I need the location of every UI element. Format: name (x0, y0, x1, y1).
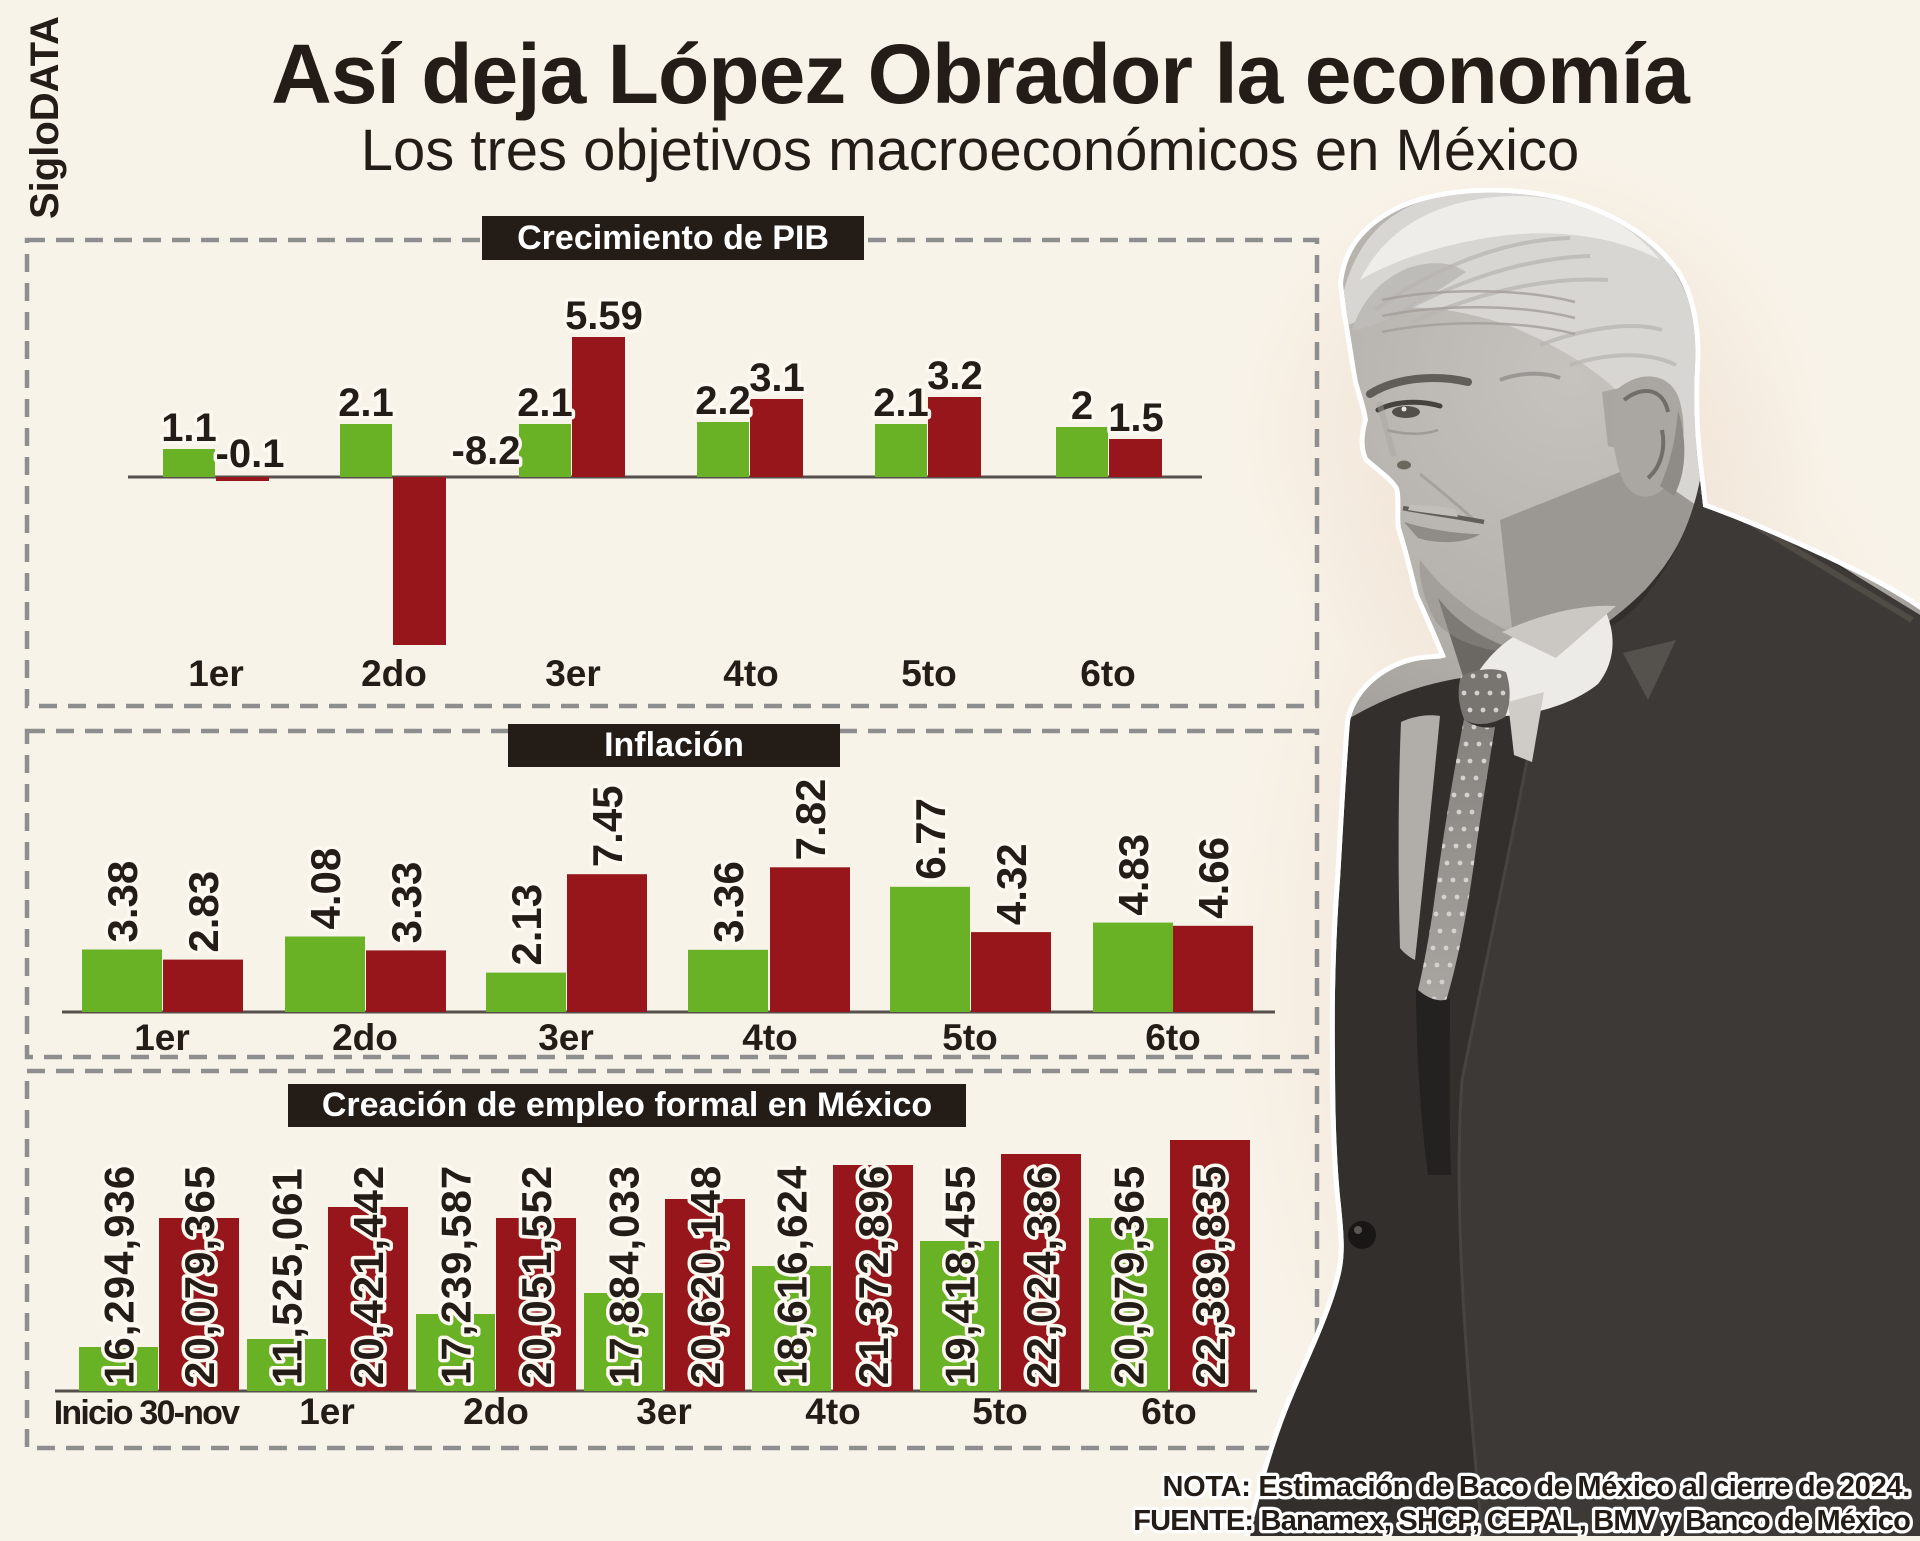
svg-text:22,024,386: 22,024,386 (1018, 1165, 1065, 1385)
svg-text:3er: 3er (636, 1391, 692, 1432)
svg-text:3.1: 3.1 (749, 356, 805, 400)
svg-text:3er: 3er (545, 653, 601, 694)
svg-text:1.5: 1.5 (1108, 396, 1164, 440)
svg-text:5.59: 5.59 (565, 294, 643, 338)
svg-text:11,525,061: 11,525,061 (264, 1167, 311, 1385)
svg-text:22,389,835: 22,389,835 (1187, 1165, 1234, 1385)
svg-text:2.13: 2.13 (503, 884, 550, 966)
svg-text:4to: 4to (723, 653, 779, 694)
svg-text:20,079,365: 20,079,365 (176, 1165, 223, 1385)
svg-text:21,372,896: 21,372,896 (850, 1165, 897, 1385)
svg-text:2do: 2do (332, 1017, 398, 1058)
svg-text:6to: 6to (1141, 1391, 1197, 1432)
svg-text:-0.1: -0.1 (216, 432, 285, 476)
svg-text:6.77: 6.77 (907, 798, 954, 880)
svg-text:1er: 1er (134, 1017, 190, 1058)
svg-text:7.45: 7.45 (584, 785, 631, 867)
svg-text:SigloDATA: SigloDATA (23, 16, 67, 219)
svg-text:20,051,552: 20,051,552 (513, 1165, 560, 1385)
svg-text:7.82: 7.82 (787, 779, 834, 861)
svg-text:2.1: 2.1 (873, 381, 929, 425)
svg-text:19,418,455: 19,418,455 (937, 1165, 984, 1385)
svg-text:FUENTE: Banamex, SHCP, CEPAL,: FUENTE: Banamex, SHCP, CEPAL, BMV y Banc… (1133, 1505, 1910, 1536)
svg-text:Inicio 30-nov: Inicio 30-nov (54, 1394, 240, 1432)
svg-text:4to: 4to (805, 1391, 861, 1432)
svg-text:3.2: 3.2 (927, 354, 983, 398)
svg-text:17,884,033: 17,884,033 (601, 1165, 648, 1385)
svg-text:6to: 6to (1145, 1017, 1201, 1058)
svg-text:2.83: 2.83 (180, 871, 227, 953)
svg-text:-8.2: -8.2 (452, 429, 521, 473)
svg-text:3.38: 3.38 (99, 861, 146, 943)
svg-text:4.32: 4.32 (988, 843, 1035, 925)
svg-text:2.1: 2.1 (338, 381, 394, 425)
svg-text:18,616,624: 18,616,624 (769, 1165, 816, 1385)
svg-text:16,294,936: 16,294,936 (96, 1165, 143, 1385)
svg-text:4to: 4to (742, 1017, 798, 1058)
svg-text:2.2: 2.2 (695, 379, 751, 423)
svg-text:4.83: 4.83 (1110, 834, 1157, 916)
svg-text:5to: 5to (972, 1391, 1028, 1432)
svg-text:2.1: 2.1 (517, 381, 573, 425)
svg-text:5to: 5to (901, 653, 957, 694)
svg-text:4.66: 4.66 (1190, 837, 1237, 919)
svg-text:1er: 1er (188, 653, 244, 694)
svg-text:1er: 1er (299, 1391, 355, 1432)
svg-text:3.36: 3.36 (705, 861, 752, 943)
svg-text:Creación de empleo formal en M: Creación de empleo formal en México (322, 1086, 932, 1124)
svg-text:Los tres objetivos macroeconóm: Los tres objetivos macroeconómicos en Mé… (361, 118, 1580, 183)
svg-text:Crecimiento de PIB: Crecimiento de PIB (517, 219, 829, 257)
svg-text:NOTA: Estimación de Baco de Mé: NOTA: Estimación de Baco de México al ci… (1162, 1471, 1910, 1503)
svg-text:3.33: 3.33 (383, 862, 430, 944)
svg-text:1.1: 1.1 (161, 406, 217, 450)
svg-text:20,620,148: 20,620,148 (682, 1165, 729, 1385)
svg-text:2: 2 (1071, 384, 1093, 428)
svg-text:Así deja López Obrador la econ: Así deja López Obrador la economía (271, 27, 1691, 121)
svg-text:4.08: 4.08 (302, 848, 349, 930)
svg-text:Inflación: Inflación (604, 726, 744, 764)
svg-text:2do: 2do (463, 1391, 529, 1432)
svg-text:2do: 2do (361, 653, 427, 694)
svg-text:17,239,587: 17,239,587 (433, 1165, 480, 1385)
svg-text:5to: 5to (942, 1017, 998, 1058)
svg-text:20,079,365: 20,079,365 (1106, 1165, 1153, 1385)
svg-text:3er: 3er (538, 1017, 594, 1058)
svg-text:6to: 6to (1080, 653, 1136, 694)
svg-text:20,421,442: 20,421,442 (345, 1165, 392, 1385)
